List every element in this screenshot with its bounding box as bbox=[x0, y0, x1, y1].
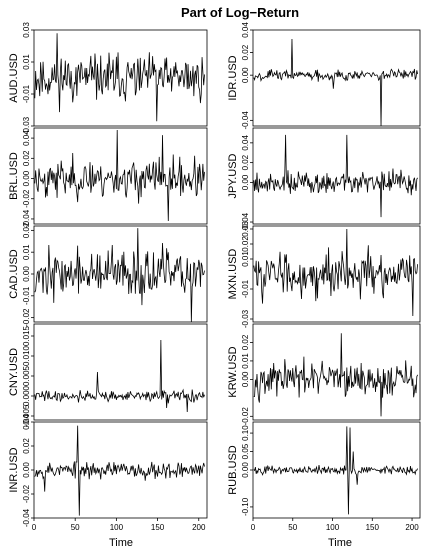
y-tick-label-inr-usd: 0.00 bbox=[22, 462, 31, 478]
y-axis-label-cad-usd: CAD.USD bbox=[8, 249, 20, 299]
y-tick-label-jpy-usd: -0.04 bbox=[241, 212, 250, 231]
series-line-rub-usd bbox=[253, 426, 418, 515]
x-tick-label-rub-usd: 200 bbox=[405, 523, 419, 532]
y-tick-label-brl-usd: 0.04 bbox=[22, 130, 31, 146]
plot-frame-cny-usd bbox=[33, 323, 208, 421]
plot-frame-aud-usd bbox=[33, 29, 208, 127]
plot-frame-krw-usd bbox=[252, 323, 421, 421]
y-tick-label-rub-usd: 0.00 bbox=[241, 462, 250, 478]
series-line-cny-usd bbox=[34, 339, 205, 413]
y-tick-label-mxn-usd: -0.03 bbox=[241, 309, 250, 328]
y-tick-label-rub-usd: 0.05 bbox=[241, 443, 250, 459]
y-axis-label-brl-usd: BRL.USD bbox=[8, 152, 20, 200]
y-axis-label-jpy-usd: JPY.USD bbox=[227, 153, 239, 198]
y-tick-label-inr-usd: -0.04 bbox=[22, 508, 31, 527]
y-tick-label-rub-usd: -0.10 bbox=[241, 497, 250, 516]
y-tick-label-cny-usd: 0.010 bbox=[22, 345, 31, 366]
y-tick-label-inr-usd: -0.02 bbox=[22, 484, 31, 503]
x-tick-label-rub-usd: 150 bbox=[366, 523, 380, 532]
plot-frame-idr-usd bbox=[252, 29, 421, 127]
y-tick-label-mxn-usd: 0.02 bbox=[241, 236, 250, 252]
y-tick-label-cny-usd: 0.005 bbox=[22, 365, 31, 386]
y-tick-label-aud-usd: 0.03 bbox=[22, 22, 31, 38]
y-tick-label-cad-usd: -0.02 bbox=[22, 308, 31, 327]
y-tick-label-rub-usd: 0.10 bbox=[241, 425, 250, 441]
y-tick-label-krw-usd: 0.01 bbox=[241, 353, 250, 369]
y-axis-label-mxn-usd: MXN.USD bbox=[227, 249, 239, 300]
x-tick-label-rub-usd: 0 bbox=[251, 523, 256, 532]
y-tick-label-cny-usd: 0.000 bbox=[22, 385, 31, 406]
y-tick-label-idr-usd: -0.04 bbox=[241, 111, 250, 130]
y-tick-label-brl-usd: -0.02 bbox=[22, 189, 31, 208]
plot-frame-jpy-usd bbox=[252, 127, 421, 225]
x-tick-label-inr-usd: 100 bbox=[110, 523, 124, 532]
y-tick-label-inr-usd: 0.02 bbox=[22, 438, 31, 454]
y-tick-label-cad-usd: 0.01 bbox=[22, 244, 31, 260]
x-tick-label-inr-usd: 50 bbox=[71, 523, 80, 532]
series-line-aud-usd bbox=[34, 33, 205, 122]
y-axis-label-aud-usd: AUD.USD bbox=[8, 53, 20, 103]
y-tick-label-idr-usd: 0.04 bbox=[241, 22, 250, 38]
series-line-krw-usd bbox=[253, 333, 418, 417]
series-line-idr-usd bbox=[253, 39, 419, 127]
panel-inr-usd: -0.04 -0.02 0.00 0.02 0.04 INR.USD 0 50 100 150 20… bbox=[8, 414, 208, 532]
y-tick-label-idr-usd: 0.02 bbox=[241, 44, 250, 60]
y-tick-label-jpy-usd: 0.04 bbox=[241, 135, 250, 151]
y-axis-label-idr-usd: IDR.USD bbox=[227, 55, 239, 100]
plot-frame-brl-usd bbox=[33, 127, 208, 225]
y-tick-label-cad-usd: 0.00 bbox=[22, 266, 31, 282]
y-tick-label-cny-usd: 0.015 bbox=[22, 325, 31, 346]
y-tick-label-brl-usd: 0.02 bbox=[22, 150, 31, 166]
y-tick-label-mxn-usd: 0.03 bbox=[241, 221, 250, 237]
y-axis-label-cny-usd: CNY.USD bbox=[8, 348, 20, 396]
x-tick-label-rub-usd: 100 bbox=[326, 523, 340, 532]
x-tick-label-inr-usd: 200 bbox=[192, 523, 206, 532]
plot-frame-mxn-usd bbox=[252, 225, 421, 323]
series-line-cad-usd bbox=[34, 228, 205, 323]
series-line-mxn-usd bbox=[253, 228, 419, 317]
y-tick-label-brl-usd: 0.00 bbox=[22, 170, 31, 186]
y-tick-label-aud-usd: -0.01 bbox=[22, 84, 31, 103]
y-tick-label-cny-usd: -0.005 bbox=[22, 404, 31, 427]
y-axis-label-krw-usd: KRW.USD bbox=[227, 346, 239, 397]
y-tick-label-cad-usd: -0.01 bbox=[22, 286, 31, 305]
panel-cad-usd: -0.02 -0.01 0.00 0.01 0.02 CAD.USD bbox=[8, 222, 208, 327]
figure-title: Part of Log−Return bbox=[181, 5, 299, 20]
y-tick-label-aud-usd: 0.01 bbox=[22, 54, 31, 70]
x-axis-label-right: Time bbox=[328, 537, 352, 549]
y-tick-label-jpy-usd: 0.00 bbox=[241, 174, 250, 190]
x-tick-label-rub-usd: 50 bbox=[288, 523, 297, 532]
panel-aud-usd: -0.03 -0.01 0.01 0.03 AUD.USD bbox=[8, 22, 208, 135]
y-tick-label-brl-usd: -0.04 bbox=[22, 209, 31, 228]
y-tick-label-inr-usd: 0.04 bbox=[22, 414, 31, 430]
y-tick-label-jpy-usd: 0.02 bbox=[241, 154, 250, 170]
series-line-inr-usd bbox=[34, 425, 205, 516]
y-axis-label-rub-usd: RUB.USD bbox=[227, 445, 239, 495]
y-tick-label-mxn-usd: 0.01 bbox=[241, 251, 250, 267]
y-tick-label-idr-usd: 0.00 bbox=[241, 67, 250, 83]
y-tick-label-cad-usd: 0.02 bbox=[22, 222, 31, 238]
panel-idr-usd: -0.04 0.00 0.02 0.04 IDR.USD bbox=[227, 22, 421, 130]
series-line-brl-usd bbox=[34, 130, 205, 221]
y-tick-label-mxn-usd: -0.01 bbox=[241, 279, 250, 298]
y-tick-label-aud-usd: -0.03 bbox=[22, 116, 31, 135]
x-axis-label-left: Time bbox=[109, 537, 133, 549]
panel-mxn-usd: -0.03 -0.01 0.010.020.03 MXN.USD bbox=[227, 221, 421, 328]
series-line-jpy-usd bbox=[253, 134, 418, 218]
y-tick-label-krw-usd: 0.00 bbox=[241, 371, 250, 387]
x-tick-label-inr-usd: 150 bbox=[151, 523, 165, 532]
y-axis-label-inr-usd: INR.USD bbox=[8, 447, 20, 492]
y-tick-label-krw-usd: -0.02 bbox=[241, 407, 250, 426]
y-tick-label-krw-usd: 0.02 bbox=[241, 334, 250, 350]
x-tick-label-inr-usd: 0 bbox=[32, 523, 37, 532]
